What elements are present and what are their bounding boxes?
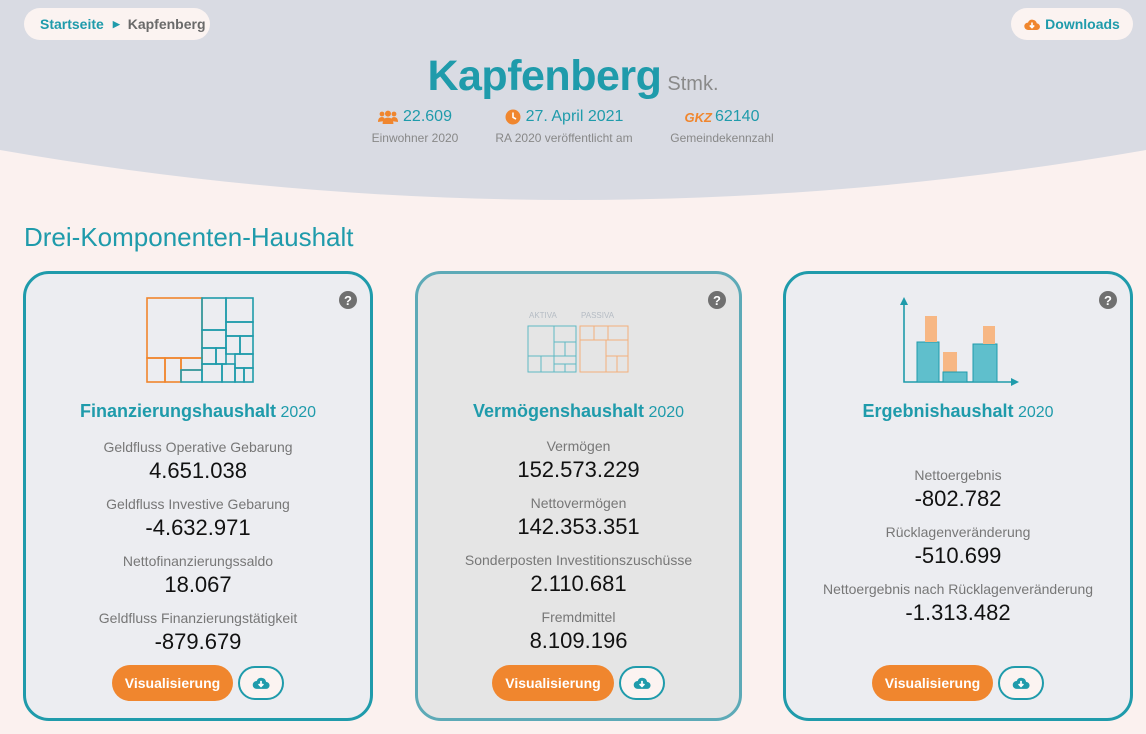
help-icon[interactable]: ? (1099, 291, 1117, 309)
kpi-value: 2.110.681 (530, 571, 627, 596)
visualisierung-button[interactable]: Visualisierung (871, 665, 994, 701)
kpi-label: Geldfluss Operative Gebarung (103, 439, 293, 455)
kpi-label: Sonderposten Investitionszuschüsse (464, 552, 693, 568)
clock-icon (505, 109, 521, 125)
kpi-list: Geldfluss Operative Gebarung 4.651.038 G… (26, 439, 370, 667)
aktiva-label: AKTIVA (529, 311, 558, 320)
stat-publication-date: 27. April 2021 RA 2020 veröffentlicht am (482, 108, 646, 145)
breadcrumb-current: Kapfenberg (127, 16, 206, 32)
card-actions: Visualisierung (786, 665, 1130, 701)
kpi-item: Geldfluss Operative Gebarung 4.651.038 (26, 439, 370, 496)
kpi-list: Vermögen 152.573.229 Nettovermögen 142.3… (418, 438, 739, 666)
cloud-download-icon (1024, 19, 1041, 30)
bar-chart-icon (899, 292, 1021, 397)
balance-sheet-icon: AKTIVA PASSIVA (525, 308, 631, 379)
card-actions: Visualisierung (418, 665, 739, 701)
kpi-value: 142.353.351 (517, 514, 640, 539)
help-icon[interactable]: ? (339, 291, 357, 309)
card-title-year: 2020 (280, 404, 317, 421)
downloads-button[interactable]: Downloads (1011, 8, 1133, 40)
kpi-label: Nettoergebnis (914, 467, 1002, 483)
visualisierung-button[interactable]: Visualisierung (492, 665, 614, 701)
kpi-label: Nettovermögen (530, 495, 627, 511)
card-ergebnishaushalt: ? Ergebnishaushalt 2020 Nettoergebnis -8… (783, 271, 1133, 721)
passiva-label: PASSIVA (581, 311, 615, 320)
breadcrumb: Startseite ▶ Kapfenberg (24, 8, 210, 40)
card-title-name: Vermögenshaushalt (472, 401, 644, 421)
kpi-value: -802.782 (914, 486, 1002, 511)
kpi-label: Nettoergebnis nach Rücklagenveränderung (822, 581, 1094, 597)
kpi-item: Nettovermögen 142.353.351 (418, 495, 739, 552)
publication-date-label: RA 2020 veröffentlicht am (495, 131, 633, 145)
kpi-item: Vermögen 152.573.229 (418, 438, 739, 495)
card-download-button[interactable] (618, 666, 665, 700)
card-title-year: 2020 (1017, 404, 1054, 421)
publication-date-value: 27. April 2021 (525, 108, 624, 125)
stat-gkz: GKZ 62140 Gemeindekennzahl (660, 108, 784, 145)
kpi-value: -4.632.971 (145, 515, 251, 540)
visualisierung-button[interactable]: Visualisierung (111, 665, 234, 701)
kpi-item: Geldfluss Investive Gebarung -4.632.971 (26, 496, 370, 553)
help-icon[interactable]: ? (708, 291, 726, 309)
kpi-item: Nettoergebnis nach Rücklagenveränderung … (786, 581, 1130, 638)
kpi-item: Nettofinanzierungssaldo 18.067 (26, 553, 370, 610)
card-title: Ergebnishaushalt 2020 (786, 401, 1130, 422)
card-download-button[interactable] (238, 666, 285, 700)
breadcrumb-separator-icon: ▶ (112, 18, 120, 29)
people-icon (378, 110, 399, 124)
gkz-icon: GKZ (684, 109, 712, 125)
kpi-label: Geldfluss Investive Gebarung (106, 496, 290, 512)
city-name: Kapfenberg (427, 52, 662, 100)
state-abbreviation: Stmk. (667, 73, 719, 95)
card-title-name: Finanzierungshaushalt (79, 401, 276, 421)
kpi-value: 8.109.196 (529, 628, 628, 653)
card-title: Vermögenshaushalt 2020 (418, 401, 739, 422)
cloud-download-icon (633, 677, 651, 689)
header-background (0, 0, 1146, 200)
kpi-item: Sonderposten Investitionszuschüsse 2.110… (418, 552, 739, 609)
kpi-value: 18.067 (164, 572, 232, 597)
population-value: 22.609 (403, 108, 452, 125)
gkz-label: Gemeindekennzahl (670, 131, 774, 145)
page-title: Kapfenberg Stmk. (0, 52, 1146, 101)
card-title-name: Ergebnishaushalt (862, 401, 1014, 421)
card-vermoegenshaushalt: ? AKTIVA PASSIVA (415, 271, 742, 721)
kpi-value: -510.699 (914, 543, 1002, 568)
card-title: Finanzierungshaushalt 2020 (26, 401, 370, 422)
kpi-label: Geldfluss Finanzierungstätigkeit (98, 610, 298, 626)
section-title: Drei-Komponenten-Haushalt (24, 222, 354, 252)
card-actions: Visualisierung (26, 665, 370, 701)
kpi-label: Fremdmittel (541, 609, 616, 625)
kpi-item: Nettoergebnis -802.782 (786, 467, 1130, 524)
kpi-label: Rücklagenveränderung (885, 524, 1031, 540)
card-title-year: 2020 (648, 404, 685, 421)
kpi-label: Nettofinanzierungssaldo (122, 553, 274, 569)
stat-population: 22.609 Einwohner 2020 (360, 108, 470, 145)
population-label: Einwohner 2020 (371, 131, 459, 145)
kpi-value: -879.679 (154, 629, 242, 654)
card-finanzierungshaushalt: ? Finanzierungshaushalt 2020 G (23, 271, 373, 721)
kpi-item: Rücklagenveränderung -510.699 (786, 524, 1130, 581)
gkz-value: 62140 (714, 108, 760, 125)
kpi-value: 4.651.038 (149, 458, 247, 483)
breadcrumb-home-link[interactable]: Startseite (40, 16, 104, 32)
treemap-icon (145, 296, 255, 389)
kpi-item: Fremdmittel 8.109.196 (418, 609, 739, 666)
card-download-button[interactable] (998, 666, 1045, 700)
kpi-value: 152.573.229 (517, 457, 640, 482)
cloud-download-icon (1012, 677, 1030, 689)
kpi-label: Vermögen (546, 438, 611, 454)
kpi-value: -1.313.482 (905, 600, 1011, 625)
kpi-list: Nettoergebnis -802.782 Rücklagenveränder… (786, 467, 1130, 638)
kpi-item: Geldfluss Finanzierungstätigkeit -879.67… (26, 610, 370, 667)
cloud-download-icon (252, 677, 270, 689)
downloads-label: Downloads (1045, 16, 1120, 32)
